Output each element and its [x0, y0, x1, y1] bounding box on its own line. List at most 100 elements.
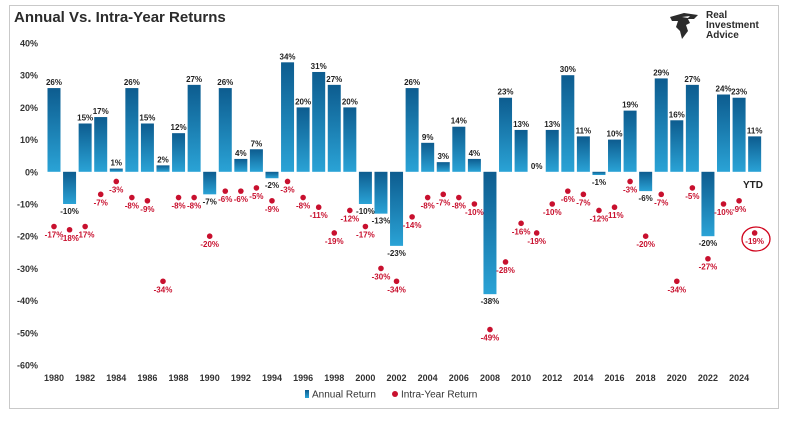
intra-year-point — [331, 230, 338, 236]
intra-year-label: -17% — [76, 231, 95, 240]
annual-return-label: -1% — [592, 178, 606, 187]
annual-return-bar — [187, 84, 201, 172]
intra-year-label: -8% — [125, 202, 139, 211]
annual-return-label: 16% — [669, 110, 685, 119]
annual-return-bar — [514, 129, 528, 172]
annual-return-label: 31% — [311, 62, 327, 71]
y-tick-label: -20% — [17, 232, 38, 242]
intra-year-point — [284, 178, 291, 185]
brand-name: Real Investment Advice — [706, 11, 759, 41]
intra-year-point — [362, 223, 369, 230]
annual-return-label: 2% — [157, 155, 169, 164]
x-tick-label: 1996 — [293, 373, 313, 383]
x-tick-label: 1986 — [137, 373, 157, 383]
intra-year-point — [533, 230, 540, 236]
annual-return-label: 29% — [653, 68, 669, 77]
intra-year-label: -28% — [496, 266, 515, 275]
intra-year-point — [160, 278, 166, 285]
annual-return-bar — [156, 165, 170, 172]
intra-year-point — [66, 226, 73, 233]
y-tick-label: 0% — [25, 167, 38, 177]
x-tick-label: 1994 — [262, 373, 282, 383]
brand-line-3: Advice — [706, 30, 739, 41]
intra-year-label: -30% — [372, 272, 391, 281]
intra-year-point — [596, 207, 602, 214]
legend-dot-swatch — [392, 391, 398, 397]
annual-return-label: 26% — [46, 78, 62, 87]
legend: Annual Return Intra-Year Return — [305, 390, 477, 401]
intra-year-label: -27% — [699, 263, 718, 272]
intra-year-point — [471, 201, 478, 207]
annual-return-label: 15% — [77, 114, 93, 123]
legend-intra-year-return: Intra-Year Return — [401, 390, 477, 401]
intra-year-label: -34% — [667, 285, 686, 294]
intra-year-point — [549, 201, 556, 207]
annual-return-label: 19% — [622, 101, 638, 110]
annual-return-label: 23% — [498, 88, 514, 97]
intra-year-point — [720, 201, 727, 207]
annual-return-label: 13% — [513, 120, 529, 129]
eagle-logo-icon — [670, 13, 698, 39]
intra-year-label: -34% — [387, 285, 406, 294]
x-tick-label: 2014 — [573, 373, 593, 383]
y-axis-ticks: 40% 30% 20% 10% 0% -10% -20% -30% -40% -50% -60% — [17, 39, 38, 371]
annual-return-bar — [545, 129, 559, 172]
annual-return-label: 4% — [469, 149, 481, 158]
intra-year-points: -17%-18%-17%-7%-3%-8% -9%-34%-8% -8%-20%-6… — [45, 178, 764, 343]
intra-year-label: -49% — [481, 334, 500, 343]
y-tick-label: -10% — [17, 200, 38, 210]
intra-year-point — [502, 259, 509, 265]
intra-year-label: -7% — [436, 198, 450, 207]
intra-year-label: -9% — [265, 205, 279, 214]
intra-year-label: -11% — [605, 211, 623, 220]
intra-year-label: -14% — [403, 221, 422, 230]
intra-year-point — [487, 326, 493, 333]
intra-year-point — [518, 220, 524, 227]
intra-year-point — [206, 233, 213, 239]
intra-year-point — [315, 204, 322, 211]
annual-return-bar — [218, 88, 232, 172]
annual-return-bar — [685, 84, 699, 172]
intra-year-point — [658, 191, 665, 198]
intra-year-label: -11% — [310, 211, 328, 220]
ytd-highlight-circle — [741, 226, 771, 252]
intra-year-label: -7% — [576, 198, 590, 207]
annual-return-bar — [172, 133, 186, 172]
intra-year-label: -20% — [200, 240, 219, 249]
y-tick-label: 10% — [20, 135, 38, 145]
intra-year-point — [751, 230, 758, 236]
annual-return-bar — [249, 149, 263, 172]
annual-return-label: 9% — [422, 133, 434, 142]
annual-return-bar — [343, 107, 357, 172]
x-tick-label: 2024 — [729, 373, 749, 383]
intra-year-label: -5% — [685, 192, 699, 201]
annual-return-label: 27% — [186, 75, 202, 84]
intra-year-label: -18% — [60, 234, 79, 243]
annual-return-bar — [94, 117, 108, 172]
y-tick-label: 20% — [20, 103, 38, 113]
x-tick-label: 2022 — [698, 373, 718, 383]
x-tick-label: 2020 — [667, 373, 687, 383]
x-axis-ticks: 1980 1982 1984 1986 1988 1990 1992 1994 1996 1998… — [44, 373, 749, 383]
annual-return-label: 10% — [607, 130, 623, 139]
brand-logo: Real Investment Advice — [668, 9, 768, 43]
brand-line-2: Investment — [706, 20, 759, 31]
annual-return-bar — [125, 88, 139, 172]
x-tick-label: 2018 — [636, 373, 656, 383]
intra-year-point — [113, 178, 120, 185]
intra-year-label: -12% — [590, 214, 609, 223]
intra-year-label: -17% — [45, 231, 64, 240]
intra-year-label: -19% — [745, 237, 764, 246]
annual-return-label: -38% — [481, 297, 500, 306]
intra-year-label: -19% — [527, 237, 546, 246]
annual-return-label: -20% — [699, 239, 718, 248]
x-tick-label: 1998 — [324, 373, 344, 383]
annual-return-label: 23% — [731, 88, 747, 97]
intra-year-label: -16% — [512, 227, 531, 236]
annual-return-bar — [358, 171, 372, 204]
x-tick-label: 1992 — [231, 373, 251, 383]
annual-return-bar — [78, 123, 92, 172]
annual-return-bar — [732, 97, 746, 172]
y-tick-label: 40% — [20, 39, 38, 49]
